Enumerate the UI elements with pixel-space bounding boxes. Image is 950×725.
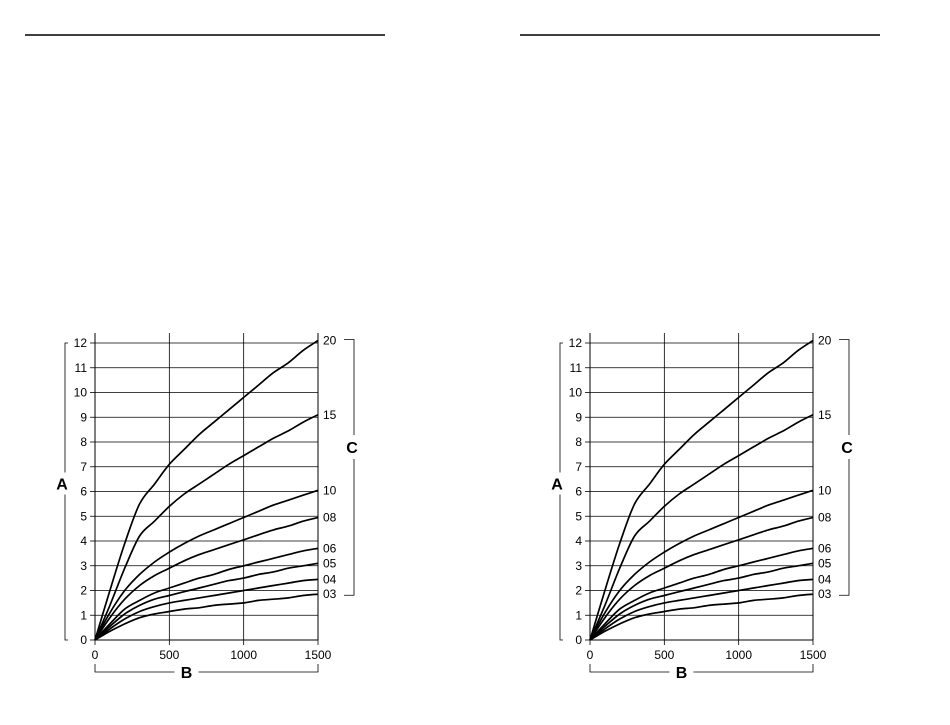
right-axis-label: C [841,440,853,457]
x-axis-label: B [676,665,688,682]
y-tick-label: 6 [80,485,87,499]
series-label: 03 [323,587,337,601]
series-label: 05 [323,556,337,570]
bracket-a-top [559,342,563,473]
series-line-08 [589,516,814,641]
series-line-03 [94,593,319,641]
y-tick-label: 7 [575,460,582,474]
y-tick-label: 1 [575,608,582,622]
bracket-c-bottom [344,459,355,596]
x-tick-label: 500 [654,648,674,662]
bracket-b-left [589,664,670,673]
y-tick-label: 5 [80,509,87,523]
series-line-10 [589,489,814,641]
x-tick-label: 500 [159,648,179,662]
series-line-15 [589,414,814,641]
series-line-05 [94,562,319,641]
bracket-a-bottom [64,494,68,641]
y-tick-label: 7 [80,460,87,474]
series-line-10 [94,489,319,641]
series-label: 06 [323,541,337,555]
y-tick-label: 10 [569,386,583,400]
y-tick-label: 2 [80,584,87,598]
series-label: 10 [323,483,337,497]
series-label: 08 [323,510,337,524]
y-tick-label: 10 [74,386,88,400]
y-tick-label: 3 [80,559,87,573]
bracket-a-bottom [559,494,563,641]
y-tick-label: 5 [575,509,582,523]
y-tick-label: 1 [80,608,87,622]
series-label: 06 [818,541,832,555]
y-axis-label: A [56,477,68,494]
y-tick-label: 8 [80,435,87,449]
series-line-20 [94,339,319,641]
x-axis-label: B [181,665,193,682]
series-label: 10 [818,483,832,497]
x-tick-label: 0 [587,648,594,662]
series-line-03 [589,593,814,641]
right-axis-label: C [346,440,358,457]
y-tick-label: 4 [575,534,582,548]
series-label: 15 [323,408,337,422]
y-tick-label: 11 [75,361,88,375]
y-tick-label: 6 [575,485,582,499]
series-line-05 [589,562,814,641]
bracket-b-left [94,664,175,673]
bracket-c-top [839,339,850,435]
y-tick-label: 12 [74,336,88,350]
bracket-b-right [693,664,814,673]
x-tick-label: 0 [92,648,99,662]
bracket-c-top [344,339,355,435]
x-tick-label: 1000 [230,648,257,662]
series-label: 08 [818,510,832,524]
x-tick-label: 1500 [800,648,827,662]
y-axis-label: A [551,477,563,494]
series-line-04 [589,578,814,641]
y-tick-label: 11 [570,361,583,375]
series-label: 03 [818,587,832,601]
series-label: 20 [323,334,337,348]
y-tick-label: 4 [80,534,87,548]
y-tick-label: 0 [575,633,582,647]
series-line-06 [589,547,814,641]
series-line-08 [94,516,319,641]
series-line-20 [589,339,814,641]
y-tick-label: 0 [80,633,87,647]
y-tick-label: 3 [575,559,582,573]
y-tick-label: 9 [575,410,582,424]
bracket-c-bottom [839,459,850,596]
y-tick-label: 12 [569,336,583,350]
series-line-06 [94,547,319,641]
series-line-04 [94,578,319,641]
x-tick-label: 1000 [725,648,752,662]
series-label: 05 [818,556,832,570]
series-label: 04 [818,572,832,586]
x-tick-label: 1500 [305,648,332,662]
y-tick-label: 2 [575,584,582,598]
series-line-15 [94,414,319,641]
bracket-b-right [198,664,319,673]
bracket-a-top [64,342,68,473]
series-label: 20 [818,334,832,348]
series-label: 15 [818,408,832,422]
y-tick-label: 8 [575,435,582,449]
y-tick-label: 9 [80,410,87,424]
series-label: 04 [323,572,337,586]
